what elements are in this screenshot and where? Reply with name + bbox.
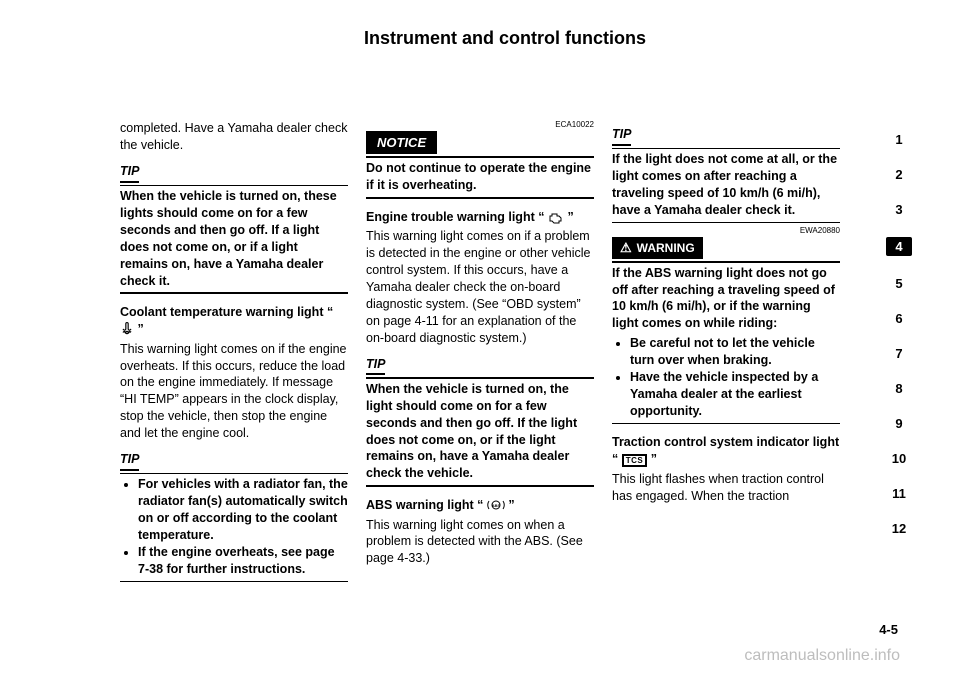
side-num-4-active: 4 — [886, 237, 912, 256]
side-num-8: 8 — [886, 381, 912, 396]
abs-heading-pre: ABS warning light “ — [366, 498, 487, 512]
abs-heading: ABS warning light “ ABS ” — [366, 497, 594, 514]
svg-text:ABS: ABS — [492, 503, 501, 508]
watermark-url: carmanualsonline.info — [744, 647, 900, 665]
side-num-7: 7 — [886, 346, 912, 361]
tip-label-4: TIP — [612, 126, 631, 146]
side-num-5: 5 — [886, 276, 912, 291]
column-2: ECA10022 NOTICE Do not continue to opera… — [366, 120, 594, 585]
tip3-end-rule — [366, 485, 594, 487]
tip4-body: If the light does not come at all, or th… — [612, 151, 840, 219]
eca-code: ECA10022 — [366, 120, 594, 131]
warning-body: If the ABS warning light does not go off… — [612, 265, 840, 333]
tcs-heading-pre: Traction control system indicator light … — [612, 435, 839, 466]
warning-item-1: Be careful not to let the vehicle turn o… — [630, 335, 840, 369]
tip1-rule — [120, 185, 348, 187]
tip1-body: When the vehicle is turned on, these lig… — [120, 188, 348, 289]
column-3: TIP If the light does not come at all, o… — [612, 120, 840, 585]
eau-code: EWA20880 — [612, 226, 840, 237]
coolant-heading-pre: Coolant temperature warning light “ — [120, 305, 333, 319]
coolant-heading-post: ” — [137, 322, 143, 336]
tip3-rule — [366, 377, 594, 379]
coolant-heading: Coolant temperature warning light “ ” — [120, 304, 348, 338]
side-num-1: 1 — [886, 132, 912, 147]
side-num-3: 3 — [886, 202, 912, 217]
side-num-2: 2 — [886, 167, 912, 182]
abs-heading-post: ” — [508, 498, 514, 512]
engine-warn-body: This warning light comes on if a problem… — [366, 228, 594, 346]
tip1-end-rule — [120, 292, 348, 294]
tcs-icon: TCS — [622, 454, 648, 467]
tip2-list: For vehicles with a radiator fan, the ra… — [120, 476, 348, 577]
tip-label-2: TIP — [120, 451, 139, 471]
warning-label-text: WARNING — [637, 240, 695, 256]
tip4-rule — [612, 148, 840, 150]
tip2-item-1: For vehicles with a radiator fan, the ra… — [138, 476, 348, 544]
engine-warn-heading-pre: Engine trouble warning light “ — [366, 210, 548, 224]
tcs-heading: Traction control system indicator light … — [612, 434, 840, 468]
page-title: Instrument and control functions — [120, 28, 890, 49]
page-number: 4-5 — [879, 622, 898, 637]
warning-list: Be careful not to let the vehicle turn o… — [612, 335, 840, 419]
warning-triangle-icon: ⚠ — [620, 239, 632, 257]
side-num-11: 11 — [886, 486, 912, 501]
side-num-9: 9 — [886, 416, 912, 431]
col1-intro: completed. Have a Yamaha dealer check th… — [120, 120, 348, 154]
warning-item-2: Have the vehicle inspected by a Yamaha d… — [630, 369, 840, 420]
tcs-heading-post: ” — [651, 452, 657, 466]
warning-label: ⚠ WARNING — [612, 237, 703, 259]
notice-end-rule — [366, 197, 594, 199]
notice-rule — [366, 156, 594, 158]
abs-icon: ABS — [487, 498, 508, 512]
tcs-body: This light flashes when traction control… — [612, 471, 840, 505]
abs-body: This warning light comes on when a probl… — [366, 517, 594, 568]
tip4-end-rule — [612, 222, 840, 224]
tip2-item-2: If the engine overheats, see page 7-38 f… — [138, 544, 348, 578]
notice-label: NOTICE — [366, 131, 437, 155]
engine-warn-heading-post: ” — [567, 210, 573, 224]
notice-body: Do not continue to operate the engine if… — [366, 160, 594, 194]
coolant-body: This warning light comes on if the engin… — [120, 341, 348, 442]
engine-icon — [548, 210, 567, 224]
tip2-rule — [120, 473, 348, 475]
tip2-end-rule — [120, 581, 348, 583]
side-num-12: 12 — [886, 521, 912, 536]
column-1: completed. Have a Yamaha dealer check th… — [120, 120, 348, 585]
warning-rule — [612, 261, 840, 263]
engine-warn-heading: Engine trouble warning light “ ” — [366, 209, 594, 226]
tip-label-1: TIP — [120, 163, 139, 183]
content-columns: completed. Have a Yamaha dealer check th… — [120, 120, 840, 585]
side-page-numbers: 1 2 3 4 5 6 7 8 9 10 11 12 — [886, 132, 912, 536]
tip3-body: When the vehicle is turned on, the light… — [366, 381, 594, 482]
side-num-6: 6 — [886, 311, 912, 326]
thermometer-icon — [120, 322, 137, 336]
warning-end-rule — [612, 423, 840, 425]
tip-label-3: TIP — [366, 356, 385, 376]
side-num-10: 10 — [886, 451, 912, 466]
